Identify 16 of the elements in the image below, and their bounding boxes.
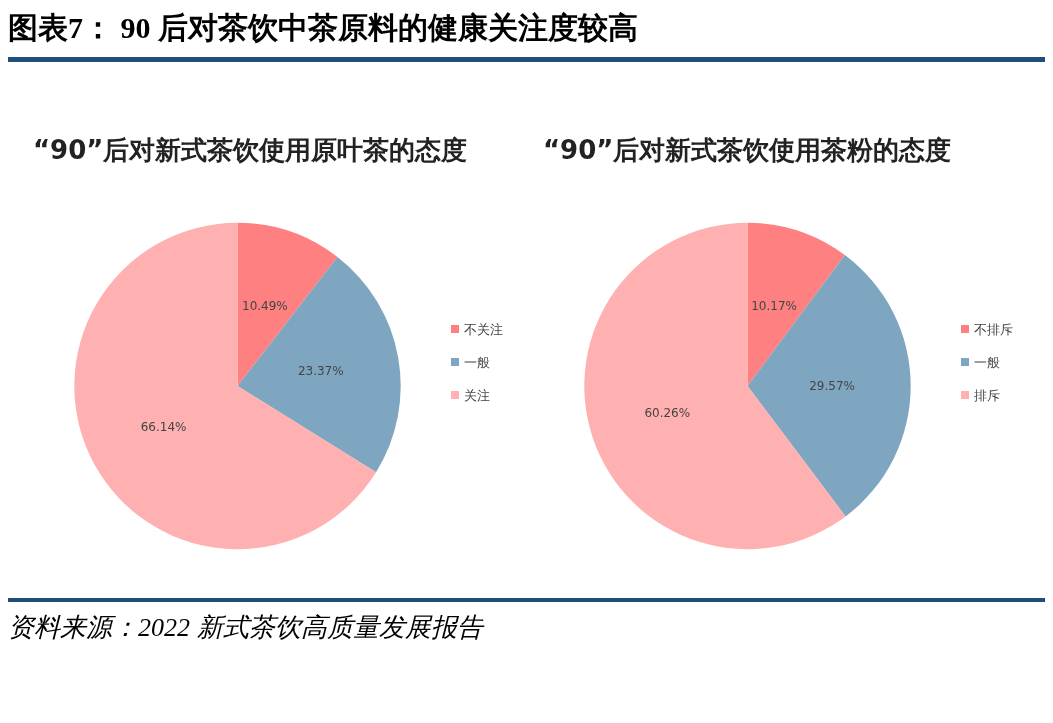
legend-label: 不排斥 bbox=[974, 321, 1013, 337]
legend-label: 不关注 bbox=[464, 321, 503, 337]
chart-title: “90”后对新式茶饮使用原叶茶的态度 bbox=[33, 135, 468, 165]
legend-label: 排斥 bbox=[974, 387, 1000, 403]
legend-label: 关注 bbox=[464, 387, 490, 403]
text: 资料来源：2022 新式茶饮高质量发展报告 bbox=[8, 613, 483, 642]
data-label: 60.26% bbox=[644, 405, 691, 420]
data-label: 29.57% bbox=[809, 378, 855, 393]
data-label: 10.49% bbox=[242, 298, 288, 313]
legend-label: 一般 bbox=[974, 354, 1000, 370]
text: 图表7： 90 后对茶饮中茶原料的健康关注度较高 bbox=[8, 11, 638, 44]
data-label: 10.17% bbox=[751, 298, 797, 313]
data-label: 66.14% bbox=[140, 420, 187, 435]
chart-title: “90”后对新式茶饮使用茶粉的态度 bbox=[543, 135, 952, 165]
data-label: 23.37% bbox=[297, 364, 344, 379]
legend-label: 一般 bbox=[464, 354, 490, 370]
